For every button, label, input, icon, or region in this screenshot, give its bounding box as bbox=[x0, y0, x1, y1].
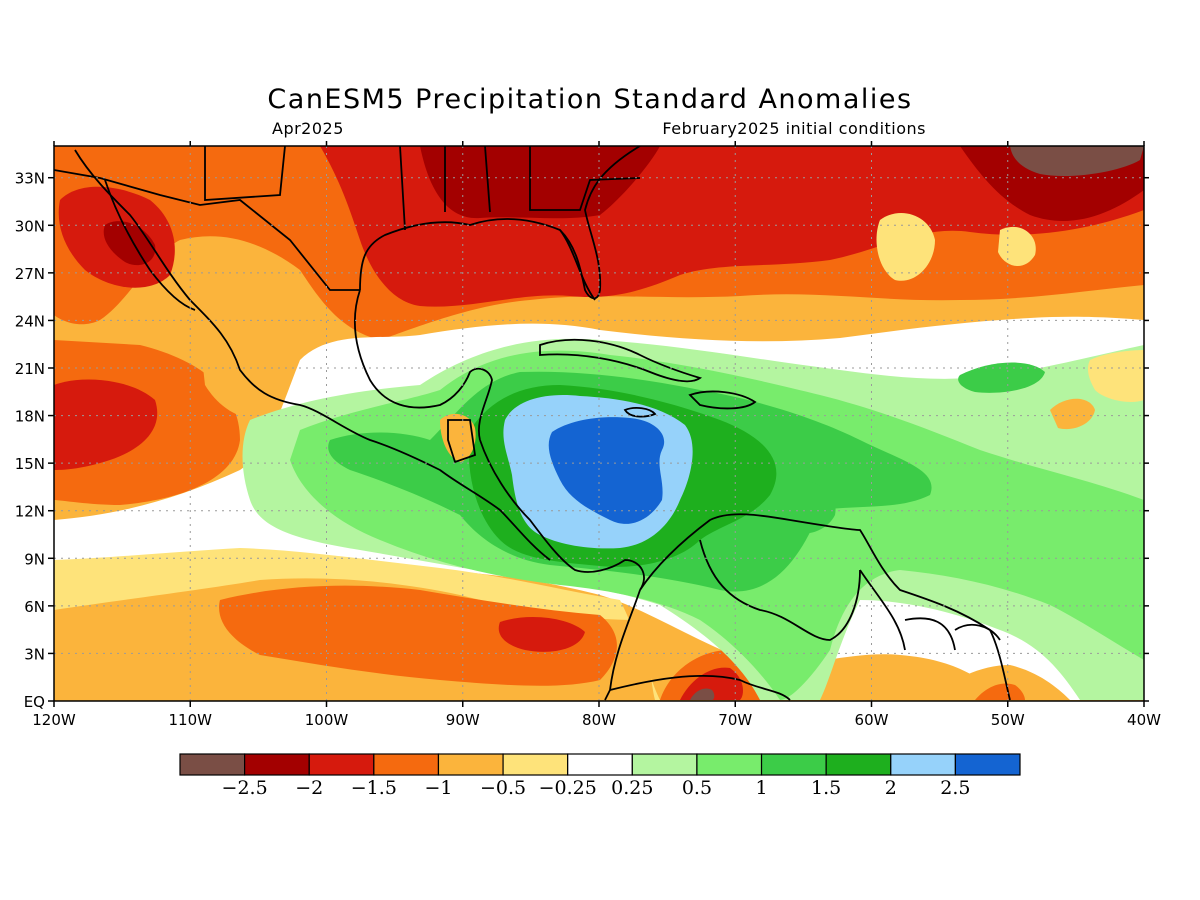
gulf-coast bbox=[359, 218, 596, 301]
region-atlantic-green-blob bbox=[958, 362, 1045, 393]
forecast-month: Apr2025 bbox=[272, 119, 344, 138]
colorbar-label: 0.5 bbox=[682, 777, 712, 799]
lat-tick-label: 3N bbox=[24, 645, 45, 663]
lon-tick-label: 120W bbox=[32, 711, 76, 729]
region-south-darkorange bbox=[219, 585, 617, 686]
lon-tick-label: 70W bbox=[718, 711, 752, 729]
baja-california bbox=[104, 179, 196, 311]
lat-tick-label: 24N bbox=[15, 312, 45, 330]
colorbar-swatch bbox=[567, 753, 633, 776]
lat-tick-label: 15N bbox=[15, 455, 45, 473]
colorbar-swatch bbox=[308, 753, 375, 776]
region-mexico-west-yellow bbox=[200, 325, 309, 419]
lon-tick-label: 80W bbox=[582, 711, 616, 729]
map-title: CanESM5 Precipitation Standard Anomalies bbox=[267, 84, 913, 115]
grid bbox=[54, 146, 1144, 701]
colorbar-label: −1.5 bbox=[351, 777, 397, 799]
mexico-gulf-coast bbox=[353, 289, 493, 441]
us-state-borders bbox=[204, 146, 641, 231]
lon-tick-label: 90W bbox=[446, 711, 480, 729]
lat-tick-label: 27N bbox=[15, 265, 45, 283]
colorbar-swatch bbox=[890, 753, 956, 776]
colorbar-swatch bbox=[696, 753, 763, 776]
us-mexico-border bbox=[54, 169, 360, 291]
colorbar-label: −0.25 bbox=[539, 777, 597, 799]
lat-tick-label: EQ bbox=[24, 693, 45, 711]
colorbar-swatch bbox=[825, 753, 892, 776]
colorbar-label: 1 bbox=[755, 777, 767, 799]
cuba bbox=[539, 338, 703, 383]
lat-tick-label: 21N bbox=[15, 360, 45, 378]
colorbar-label: 1.5 bbox=[811, 777, 841, 799]
lat-tick-label: 18N bbox=[15, 408, 45, 426]
region-sa-west-brown bbox=[690, 688, 715, 700]
region-brazil-darkorange bbox=[975, 683, 1025, 700]
yucatan-guatemala bbox=[447, 419, 476, 464]
region-southeast-us-darkred bbox=[420, 146, 660, 219]
region-west-pacific-red bbox=[54, 379, 158, 470]
lon-tick-label: 60W bbox=[855, 711, 889, 729]
venezuela-border bbox=[699, 539, 861, 641]
colorbar-swatch bbox=[954, 753, 1021, 776]
region-atlantic-yellow-2 bbox=[998, 226, 1036, 267]
region-brazil-orange bbox=[930, 665, 1070, 700]
lat-tick-label: 6N bbox=[24, 598, 45, 616]
axes: 120W 110W 100W 90W 80W 70W 60W 50W 40W EQ 3N 6N 9N 12… bbox=[15, 141, 1161, 729]
lat-tick-label: 33N bbox=[15, 170, 45, 188]
lon-tick-label: 50W bbox=[991, 711, 1025, 729]
colorbar-swatch bbox=[502, 753, 569, 776]
colorbar-swatch bbox=[760, 753, 827, 776]
colorbar-label: 2 bbox=[885, 777, 897, 799]
lat-tick-label: 12N bbox=[15, 503, 45, 521]
jamaica bbox=[623, 407, 657, 418]
guianas-borders bbox=[859, 569, 1001, 651]
colorbar-swatch bbox=[631, 753, 698, 776]
initial-conditions: February2025 initial conditions bbox=[662, 119, 926, 138]
amazon-borders bbox=[609, 675, 791, 701]
hispaniola bbox=[688, 390, 757, 410]
region-south-red bbox=[498, 617, 585, 652]
lon-tick-label: 100W bbox=[305, 711, 349, 729]
lon-tick-label: 40W bbox=[1127, 711, 1161, 729]
colorbar: −2.5 −2 −1.5 −1 −0.5 −0.25 0.25 0.5 1 1.5 2 2.5 bbox=[179, 753, 1021, 799]
south-america-west bbox=[604, 589, 641, 701]
mexico-pacific-coast bbox=[74, 149, 551, 561]
colorbar-label: −0.5 bbox=[480, 777, 526, 799]
lat-tick-label: 30N bbox=[15, 217, 45, 235]
lon-tick-label: 110W bbox=[169, 711, 213, 729]
region-sa-west-red bbox=[680, 667, 743, 700]
colorbar-label: 0.25 bbox=[611, 777, 653, 799]
colorbar-label: −2 bbox=[295, 777, 323, 799]
colorbar-swatch bbox=[179, 753, 246, 776]
region-east-atlantic-orange bbox=[1050, 398, 1095, 430]
colorbar-label: −2.5 bbox=[222, 777, 268, 799]
central-america bbox=[479, 439, 645, 591]
colorbar-label: 2.5 bbox=[940, 777, 970, 799]
colorbar-swatch bbox=[244, 753, 310, 776]
colorbar-label: −1 bbox=[424, 777, 452, 799]
colorbar-swatch bbox=[373, 753, 440, 776]
region-honduras-orange bbox=[440, 413, 476, 462]
coastlines bbox=[54, 146, 1011, 701]
region-northeast-brown bbox=[1010, 146, 1144, 177]
colorbar-swatch bbox=[437, 753, 504, 776]
region-atlantic-yellow bbox=[876, 212, 935, 281]
florida bbox=[559, 146, 641, 300]
region-wet-blue bbox=[548, 417, 665, 524]
lat-tick-label: 9N bbox=[24, 550, 45, 568]
region-east-atlantic-yellow bbox=[1087, 350, 1144, 402]
anomaly-field bbox=[54, 146, 1144, 701]
